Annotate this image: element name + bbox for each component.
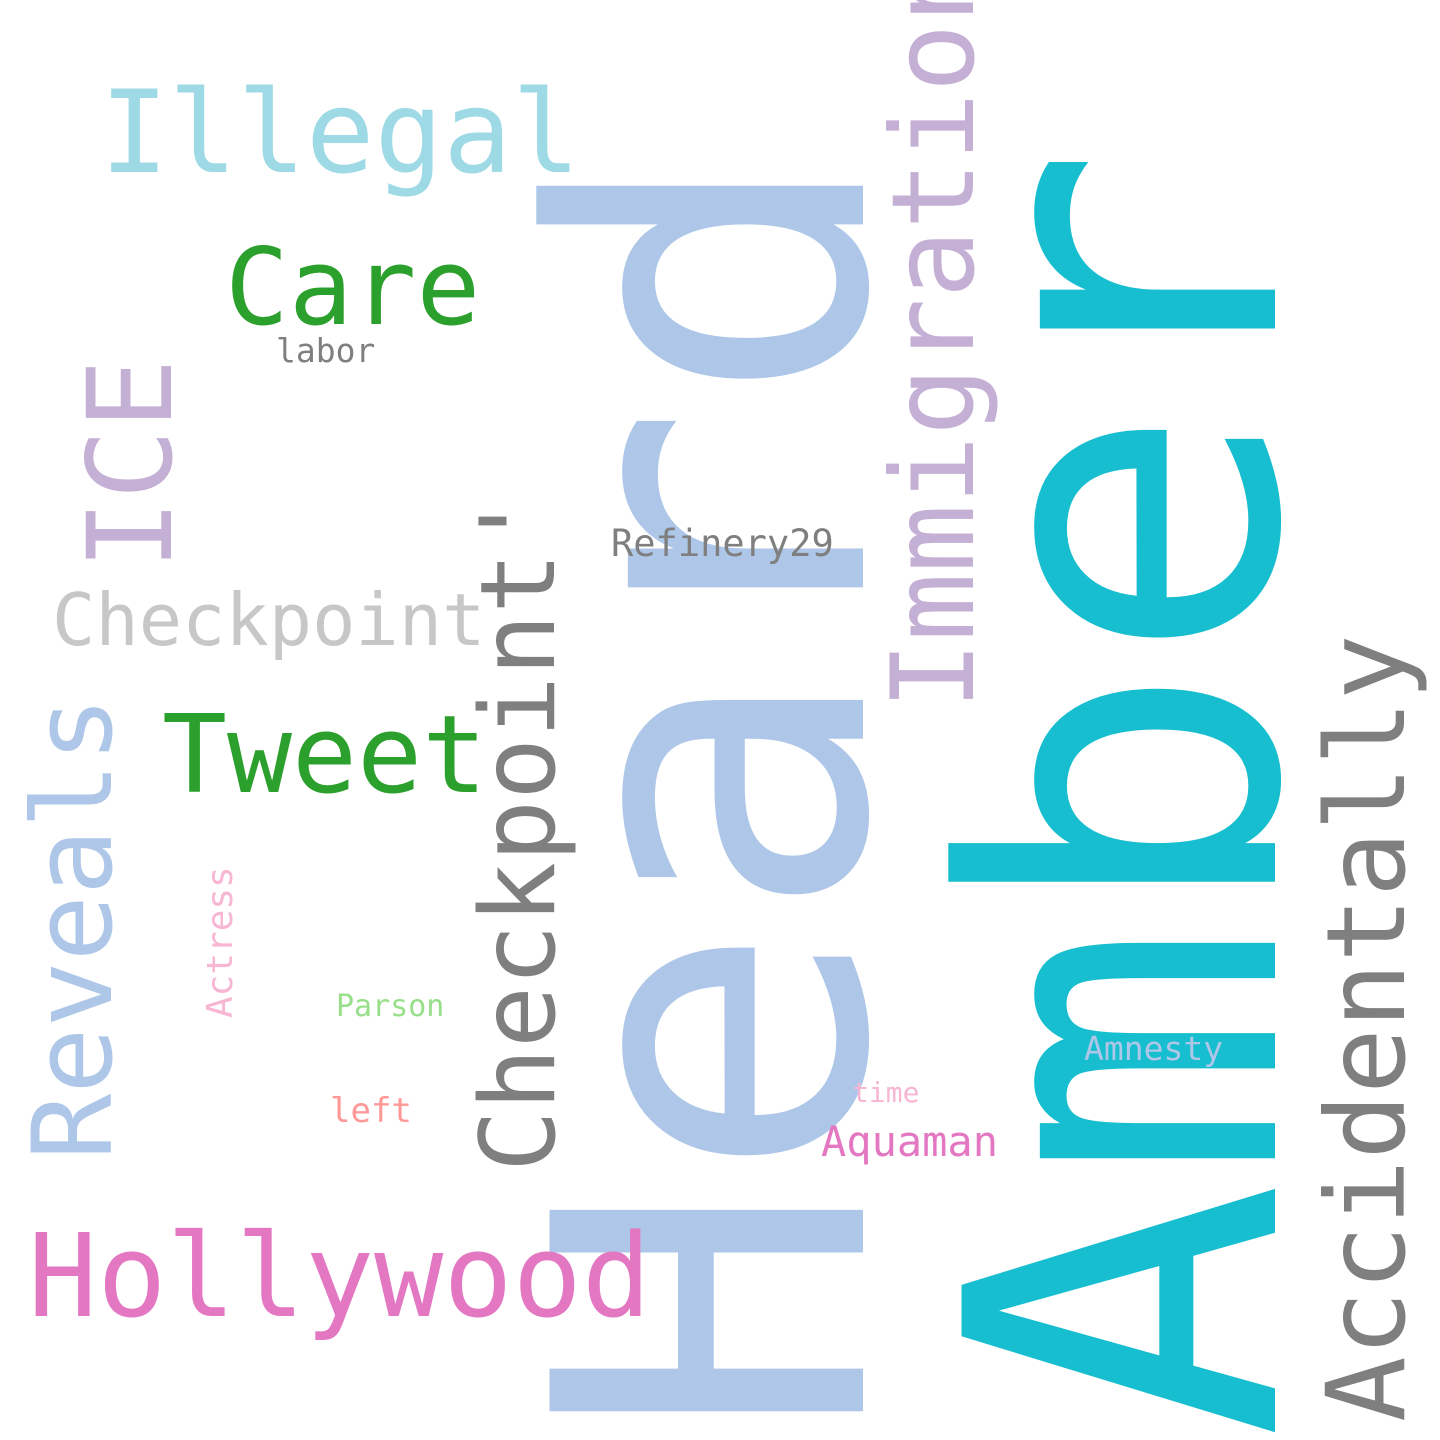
word-care: Care <box>225 226 481 349</box>
word-ice: ICE <box>62 358 199 570</box>
word-checkpoint-plain: Checkpoint <box>52 578 486 662</box>
word-left: left <box>330 1091 412 1131</box>
word-illegal: Illegal <box>100 66 581 199</box>
word-time: time <box>852 1076 920 1109</box>
word-accidentally: Accidentally <box>1303 634 1430 1422</box>
word-parson: Parson <box>336 989 445 1024</box>
word-hollywood: Hollywood <box>28 1210 652 1344</box>
word-checkpoint-quoted: Checkpoint' <box>459 489 579 1172</box>
word-amnesty: Amnesty <box>1084 1029 1224 1068</box>
word-immigration: Immigration <box>867 0 1000 710</box>
word-actress: Actress <box>200 866 241 1018</box>
word-refinery29: Refinery29 <box>611 522 834 565</box>
word-tweet: Tweet <box>162 693 488 818</box>
word-aquaman: Aquaman <box>821 1117 999 1166</box>
word-labor: labor <box>276 331 376 370</box>
word-reveals: Reveals <box>9 696 137 1160</box>
